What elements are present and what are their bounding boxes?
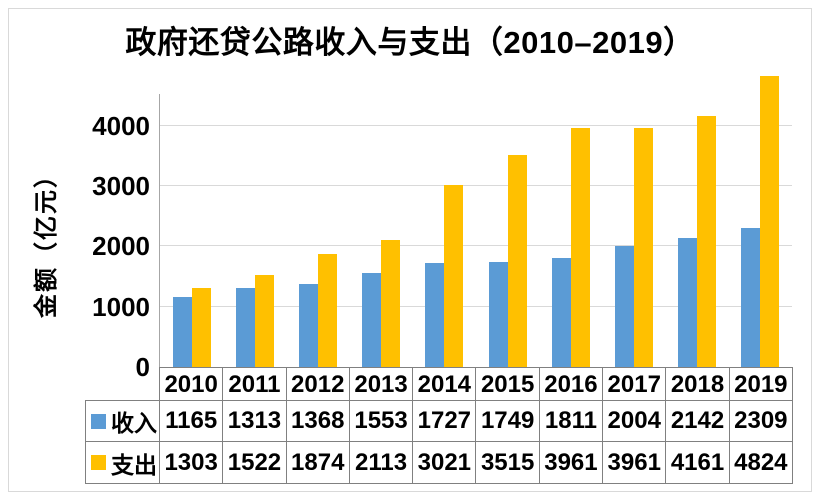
income-value-cell: 1727 [413,401,477,442]
expense-value-cell: 2113 [349,442,414,484]
y-axis-title: 金额（亿元） [33,162,60,318]
expense-value-cell: 1874 [286,442,350,484]
expense-value-cell: 1522 [223,442,287,484]
expense-bar [318,253,337,367]
data-table: 收入 1165 1313 1368 1553 1727 1749 1811 2004 2142 23… [85,400,793,484]
y-tick-label: 3000 [92,171,150,202]
income-bar [678,237,698,367]
bar-column [350,76,413,367]
income-value-cell: 1749 [476,401,540,442]
x-tick-label: 2016 [540,368,604,401]
expense-value-cell: 1303 [160,442,224,484]
bar-column [666,76,729,367]
gridline [160,124,792,126]
income-value-cell: 2142 [666,401,730,442]
expense-bar [254,275,274,367]
gridline [160,185,792,187]
income-value-cell: 1553 [349,401,414,442]
income-bar [362,273,382,367]
bar-column [413,76,476,367]
income-bar [488,261,508,367]
expense-bar [191,288,211,367]
bar-column [223,76,286,367]
bar-column [286,76,349,367]
income-bar [615,246,635,367]
income-bar [299,284,318,367]
x-axis-row: 2010 2011 2012 2013 2014 2015 2016 2017 2018 2019 [159,367,793,401]
legend-cell-income: 收入 [86,401,160,442]
legend-label-income: 收入 [111,410,157,436]
x-tick-label: 2012 [287,368,350,401]
bar-column [539,76,602,367]
table-row-expense: 支出 1303 1522 1874 2113 3021 3515 3961 3961 4161 48… [86,442,793,484]
plot-area [160,76,792,367]
gridline [160,305,792,307]
income-bar [235,287,255,367]
bar-column [160,76,223,367]
income-bar [741,227,761,367]
expense-value-cell: 3961 [603,442,667,484]
y-tick-label: 4000 [92,110,150,141]
income-value-cell: 1313 [223,401,287,442]
income-value-cell: 1165 [160,401,224,442]
legend-label-expense: 支出 [111,451,157,478]
bar-column [602,76,665,367]
expense-bar [570,128,590,367]
income-bar [551,257,571,367]
legend-swatch-expense [91,455,106,470]
x-tick-label: 2015 [476,368,540,401]
bar-column [729,76,792,367]
bar-column [476,76,539,367]
expense-bar [697,116,717,367]
expense-value-cell: 3515 [476,442,540,484]
income-bar [425,262,445,367]
bar-columns [160,76,792,367]
table-row-income: 收入 1165 1313 1368 1553 1727 1749 1811 2004 2142 23… [86,401,793,442]
legend-cell-expense: 支出 [86,442,160,484]
y-tick-label: 2000 [92,231,150,262]
expense-bar [507,154,527,367]
income-value-cell: 1368 [286,401,350,442]
y-tick-label: 0 [135,352,150,382]
expense-value-cell: 3961 [539,442,604,484]
gridline [160,245,792,247]
expense-bar [760,76,780,367]
income-value-cell: 2309 [729,401,793,442]
legend-swatch-income [91,413,106,429]
expense-bar [444,184,464,367]
x-tick-label: 2011 [223,368,287,401]
expense-value-cell: 4161 [666,442,730,484]
income-value-cell: 1811 [539,401,604,442]
x-tick-label: 2014 [413,368,477,401]
expense-value-cell: 3021 [413,442,477,484]
y-axis-line [159,94,160,367]
expense-bar [381,239,401,367]
x-tick-label: 2010 [160,368,224,401]
expense-value-cell: 4824 [729,442,793,484]
x-tick-label: 2013 [350,368,414,401]
income-value-cell: 2004 [603,401,667,442]
expense-bar [634,128,654,367]
x-tick-label: 2019 [730,368,793,401]
y-tick-label: 1000 [92,291,150,322]
x-tick-label: 2017 [603,368,667,401]
x-tick-label: 2018 [666,368,730,401]
income-bar [172,296,192,367]
page-frame [8,8,812,492]
chart-title: 政府还贷公路收入与支出（2010–2019） [125,25,695,60]
